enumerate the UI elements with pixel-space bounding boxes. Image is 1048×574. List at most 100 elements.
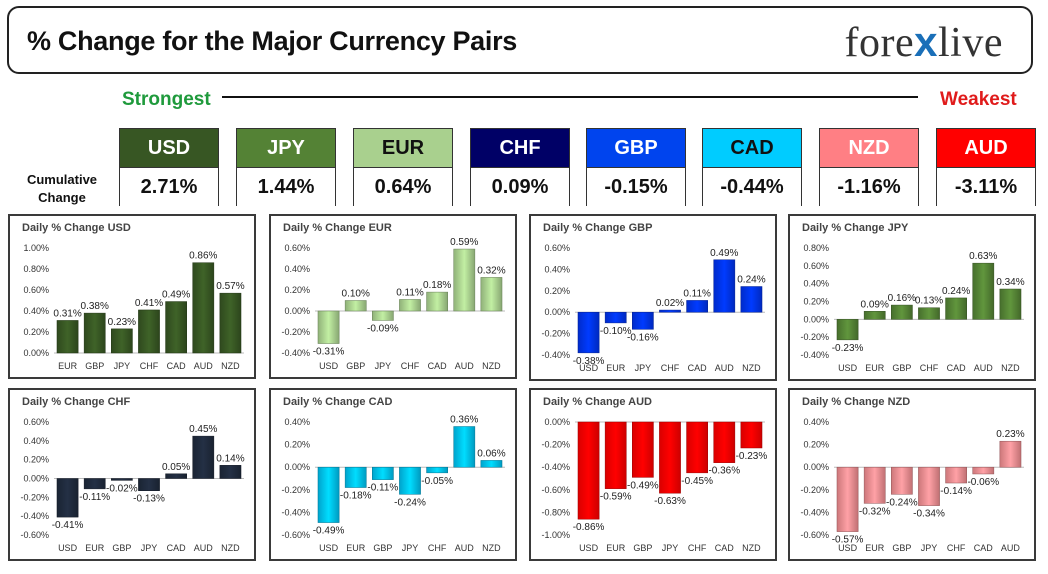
data-label: -0.14%: [940, 486, 972, 497]
bar-eur: [344, 466, 367, 488]
y-tick-label: -0.40%: [20, 511, 49, 521]
y-tick-label: 0.20%: [23, 455, 49, 465]
y-tick-label: -1.00%: [541, 530, 570, 540]
y-tick-label: 0.20%: [23, 327, 49, 337]
data-label: 0.45%: [189, 424, 217, 435]
data-label: -0.16%: [627, 332, 659, 343]
data-label: 0.59%: [450, 237, 478, 248]
data-label: 0.09%: [861, 299, 889, 310]
data-label: -0.24%: [394, 497, 426, 508]
x-tick-label: JPY: [141, 543, 158, 553]
data-label: 0.14%: [216, 453, 244, 464]
data-label: 0.05%: [162, 462, 190, 473]
bar-chart: -1.00% -0.80% -0.60% -0.40% -0.20% 0.00% -0.86…: [541, 417, 768, 553]
chart-title: Daily % Change JPY: [802, 222, 909, 234]
y-tick-label: 0.80%: [803, 243, 829, 253]
cumulative-value: -1.16%: [820, 168, 918, 206]
y-tick-label: -0.40%: [541, 462, 570, 472]
bar-cad: [713, 421, 736, 463]
x-tick-label: EUR: [85, 543, 105, 553]
y-tick-label: 0.20%: [803, 297, 829, 307]
data-label: 0.18%: [423, 280, 451, 291]
bar-jpy: [399, 466, 421, 495]
x-tick-label: CHF: [428, 543, 447, 553]
bar-chf: [918, 307, 940, 320]
x-tick-label: AUD: [974, 363, 994, 373]
x-tick-label: GBP: [112, 543, 131, 553]
strongest-label: Strongest: [122, 89, 211, 110]
bar-nzd: [219, 292, 242, 354]
x-tick-label: CHF: [947, 543, 966, 553]
y-tick-label: 0.00%: [544, 417, 570, 427]
currency-box-jpy: JPY 1.44%: [236, 128, 336, 206]
data-label: -0.38%: [573, 356, 605, 367]
data-label: -0.36%: [708, 466, 740, 477]
chart-panel: Daily % Change AUD -1.00% -0.80% -0.60% -0.4…: [529, 388, 777, 561]
data-label: 0.49%: [710, 248, 738, 259]
x-tick-label: USD: [319, 361, 339, 371]
bar-eur: [604, 421, 627, 489]
chart-title: Daily % Change EUR: [283, 222, 392, 234]
bar-gbp: [891, 466, 913, 495]
bar-chf: [659, 309, 681, 313]
data-label: 0.34%: [996, 277, 1024, 288]
data-label: -0.11%: [367, 483, 398, 494]
x-tick-label: USD: [838, 543, 858, 553]
data-label: -0.57%: [832, 535, 864, 546]
data-label: -0.11%: [79, 492, 110, 503]
y-tick-label: 0.80%: [23, 264, 49, 274]
bar-gbp: [111, 478, 133, 481]
currency-code: CHF: [471, 129, 569, 168]
data-label: 0.24%: [942, 286, 970, 297]
currency-code: EUR: [354, 129, 452, 168]
x-tick-label: EUR: [346, 543, 366, 553]
x-tick-label: GBP: [633, 543, 652, 553]
bar-eur: [863, 466, 886, 504]
data-label: -0.23%: [736, 451, 768, 462]
x-tick-label: JPY: [114, 361, 131, 371]
x-tick-label: JPY: [662, 543, 679, 553]
y-tick-label: -0.60%: [800, 530, 829, 540]
y-tick-label: -0.60%: [281, 530, 310, 540]
currency-code: USD: [120, 129, 218, 168]
currency-box-aud: AUD -3.11%: [936, 128, 1036, 206]
bar-jpy: [659, 421, 681, 494]
x-tick-label: GBP: [892, 363, 911, 373]
bar-nzd: [219, 465, 242, 479]
bar-aud: [192, 262, 215, 354]
x-tick-label: AUD: [194, 361, 214, 371]
x-tick-label: USD: [579, 543, 599, 553]
y-tick-label: 0.00%: [284, 462, 310, 472]
data-label: 0.11%: [396, 287, 424, 298]
chart-panel: Daily % Change GBP -0.40% -0.20% 0.00% 0.20%…: [529, 214, 777, 381]
x-tick-label: AUD: [194, 543, 214, 553]
bar-aud: [999, 440, 1022, 468]
data-label: 0.02%: [656, 298, 684, 309]
currency-code: CAD: [703, 129, 801, 168]
data-label: 0.24%: [737, 275, 765, 286]
bar-aud: [192, 435, 215, 479]
bar-gbp: [632, 421, 654, 478]
cumulative-value: 0.09%: [471, 168, 569, 206]
bar-chart: -0.60% -0.40% -0.20% 0.00% 0.20% 0.40% -0.49% U…: [281, 415, 505, 553]
cumulative-value: 0.64%: [354, 168, 452, 206]
bar-chart: 0.00% 0.20% 0.40% 0.60% 0.80% 1.00% 0.31% EUR 0.…: [23, 243, 244, 371]
x-tick-label: JPY: [921, 543, 938, 553]
x-tick-label: USD: [319, 543, 339, 553]
data-label: -0.10%: [600, 326, 632, 337]
bar-chf: [138, 309, 160, 354]
bar-cad: [426, 291, 448, 312]
logo-text-left: fore: [844, 20, 915, 66]
bar-usd: [577, 421, 600, 520]
chart-title: Daily % Change CAD: [283, 396, 393, 408]
currency-code: JPY: [237, 129, 335, 168]
bar-usd: [317, 310, 340, 344]
data-label: -0.34%: [913, 509, 945, 520]
bar-cad: [972, 466, 995, 475]
y-tick-label: 0.00%: [803, 314, 829, 324]
page-title: % Change for the Major Currency Pairs: [27, 26, 518, 56]
y-tick-label: 0.20%: [284, 285, 310, 295]
bar-gbp: [372, 466, 394, 480]
data-label: 0.36%: [450, 415, 478, 426]
bar-usd: [836, 319, 859, 341]
